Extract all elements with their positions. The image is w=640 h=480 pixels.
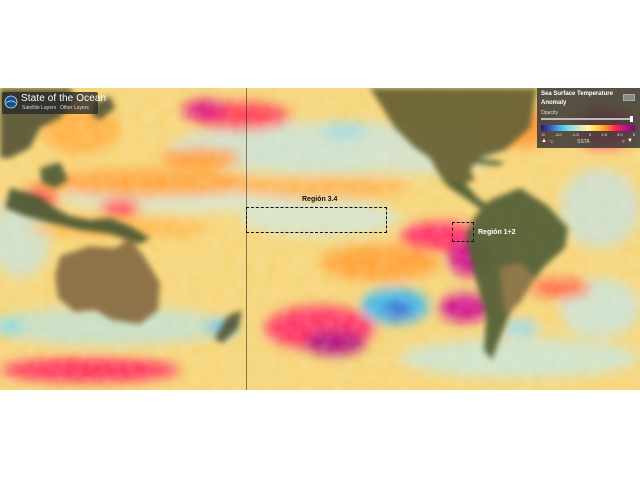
region-3-4-label: Región 3.4 [302,196,338,203]
legend-subtitle: Anomaly [541,100,567,106]
fahrenheit-unit[interactable]: °F [621,139,626,144]
opacity-slider-handle[interactable] [630,116,633,122]
other-layers-link[interactable]: Other Layers [60,105,89,111]
satellite-layers-link[interactable]: Satellite Layers [22,105,57,111]
opacity-slider-track[interactable] [541,118,633,120]
region-3-4-box [246,207,387,233]
layer-legend-panel: Sea Surface Temperature Anomaly Opacity … [537,88,640,148]
tick-label: -5 [541,132,545,137]
region-1-2-box [452,222,474,242]
land-north-america [370,88,537,186]
color-scale-bar [541,125,635,131]
app-brand-panel: State of the Ocean Satellite Layers Othe… [2,92,106,114]
tick-label: 3.0 [617,132,623,137]
land-new-zealand [215,310,242,343]
opacity-label: Opacity [541,110,558,116]
map-tile-seam [246,88,247,390]
units-label: SSTA [577,139,590,145]
warning-icon[interactable]: ▲ [541,138,547,144]
landmasses [0,88,568,360]
region-1-2-label: Región 1+2 [478,229,516,236]
globe-icon [4,95,18,109]
triangle-down-icon[interactable]: ▼ [627,138,633,144]
minimize-button[interactable] [623,94,635,101]
tick-label: -3.0 [554,132,562,137]
app-title: State of the Ocean [21,93,107,104]
tick-label: -1.5 [571,132,579,137]
color-scale-ticks: -5 -3.0 -1.5 0 1.5 3.0 5 [541,132,635,138]
sea-surface-temperature-map[interactable] [0,88,640,390]
tick-label: 1.5 [601,132,607,137]
tick-label: 0 [588,132,592,137]
celsius-unit[interactable]: °C [549,139,554,144]
land-indonesia [5,188,150,244]
land-australia [55,238,160,324]
legend-title: Sea Surface Temperature [541,91,613,97]
tick-label: 5 [632,132,635,137]
